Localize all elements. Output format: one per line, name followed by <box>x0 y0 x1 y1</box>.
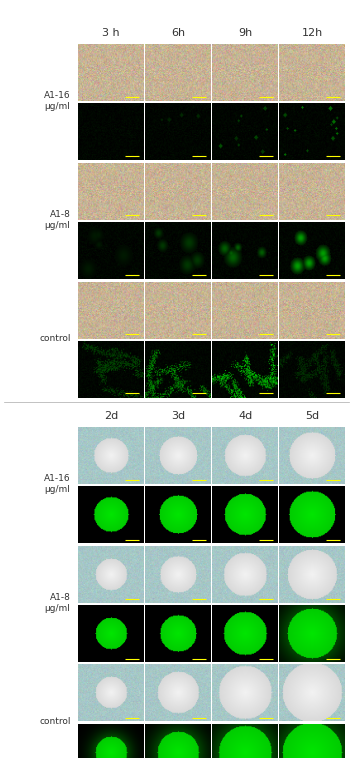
Text: 5d: 5d <box>305 411 319 421</box>
Text: 12h: 12h <box>302 28 323 39</box>
Text: 9h: 9h <box>238 28 252 39</box>
Text: A1-16
μg/ml: A1-16 μg/ml <box>44 474 71 494</box>
Text: 3 h: 3 h <box>102 28 120 39</box>
Text: control: control <box>39 717 71 726</box>
Text: control: control <box>39 334 71 343</box>
Text: 3d: 3d <box>171 411 185 421</box>
Text: 4d: 4d <box>238 411 252 421</box>
Text: A1-8
μg/ml: A1-8 μg/ml <box>45 210 71 230</box>
Text: 2d: 2d <box>104 411 118 421</box>
Text: 6h: 6h <box>171 28 185 39</box>
Text: A1-8
μg/ml: A1-8 μg/ml <box>45 593 71 612</box>
Text: A1-16
μg/ml: A1-16 μg/ml <box>44 91 71 111</box>
